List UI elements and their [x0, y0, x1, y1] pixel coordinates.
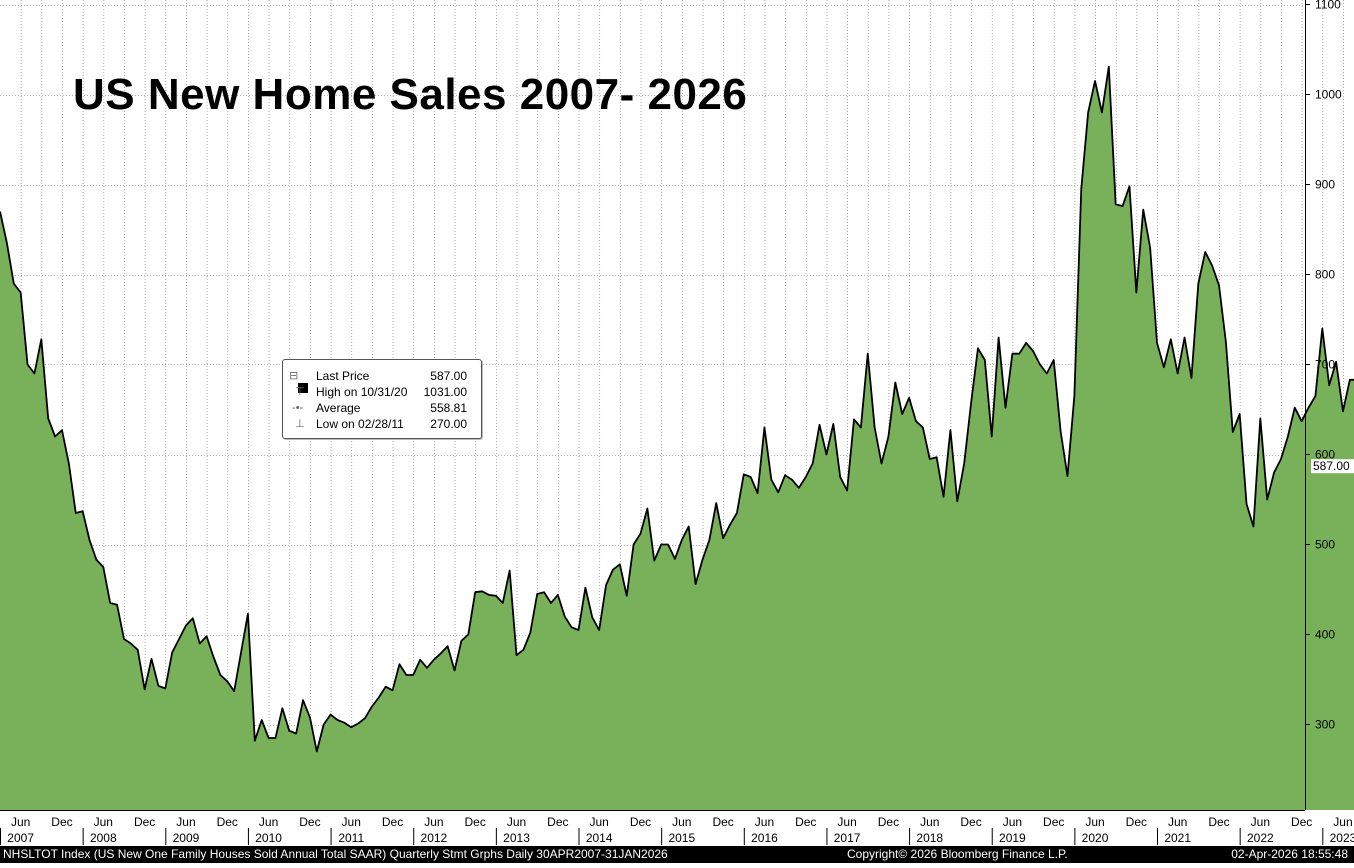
y-tick-label: 900	[1315, 178, 1335, 192]
x-tick-label: Dec	[1126, 815, 1147, 829]
y-tick-label: 300	[1315, 718, 1335, 732]
x-tick-label: Jun	[11, 815, 30, 829]
x-year-label: 2016	[751, 831, 778, 845]
x-tick-label: Dec	[795, 815, 816, 829]
x-tick-label: Dec	[1043, 815, 1064, 829]
x-tick-label: Jun	[424, 815, 443, 829]
footer-timestamp: 02-Apr-2026 18:55:48	[1231, 847, 1348, 861]
last-value-label: 587.00	[1313, 459, 1350, 473]
legend-label: Average	[316, 401, 361, 415]
x-tick-label: Dec	[382, 815, 403, 829]
label-layer: 300 400 500 600 700 800 900 1000 1100 587.00 Jun De…	[7, 0, 1354, 845]
x-tick-label: Dec	[51, 815, 72, 829]
x-tick-label: Dec	[630, 815, 651, 829]
legend-item-average: -•- Average 558.81	[283, 400, 481, 416]
x-tick-label: Dec	[878, 815, 899, 829]
chart-title: US New Home Sales 2007- 2026	[73, 70, 748, 119]
x-tick-label: Dec	[134, 815, 155, 829]
x-year-label: 2019	[999, 831, 1026, 845]
x-year-label: 2007	[7, 831, 34, 845]
x-tick-label: Jun	[1168, 815, 1187, 829]
x-year-label: 2011	[338, 831, 364, 845]
low-marker-icon: ⊥	[289, 418, 305, 430]
legend-value: 270.00	[430, 417, 467, 431]
footer-copyright: Copyright© 2026 Bloomberg Finance L.P.	[847, 847, 1068, 861]
x-tick-label: Dec	[960, 815, 981, 829]
x-year-label: 2009	[173, 831, 200, 845]
x-year-label: 2012	[421, 831, 448, 845]
x-year-label: 2017	[834, 831, 861, 845]
x-tick-label: Dec	[547, 815, 568, 829]
x-tick-label: Jun	[94, 815, 113, 829]
x-tick-label: Jun	[1003, 815, 1022, 829]
x-tick-label: Dec	[712, 815, 733, 829]
x-tick-label: Jun	[672, 815, 691, 829]
x-year-label: 2021	[1164, 831, 1191, 845]
x-tick-label: Jun	[176, 815, 195, 829]
x-tick-label: Jun	[342, 815, 361, 829]
x-tick-label: Jun	[755, 815, 774, 829]
area-layer	[0, 65, 1354, 810]
x-year-label: 2008	[90, 831, 117, 845]
x-tick-label: Dec	[217, 815, 238, 829]
y-tick-label: 700	[1315, 358, 1335, 372]
footer-ticker-description: NHSLTOT Index (US New One Family Houses …	[3, 847, 668, 861]
y-tick-label: 800	[1315, 268, 1335, 282]
y-tick-label: 1000	[1315, 88, 1342, 102]
x-tick-label: Dec	[1208, 815, 1229, 829]
x-year-label: 2015	[668, 831, 695, 845]
x-tick-label: Jun	[1085, 815, 1104, 829]
legend-value: 1031.00	[423, 385, 467, 399]
x-tick-label: Jun	[589, 815, 608, 829]
x-year-label: 2013	[503, 831, 530, 845]
square-icon: ⊟	[289, 370, 309, 393]
legend-box[interactable]: ⊟ Last Price 587.00 ⊤ High on 10/31/20 1…	[282, 359, 482, 439]
legend-value: 587.00	[430, 369, 467, 383]
x-tick-label: Jun	[1251, 815, 1270, 829]
legend-label: Low on 02/28/11	[316, 417, 404, 431]
high-marker-icon: ⊤	[289, 386, 305, 398]
series-area	[0, 66, 1354, 810]
x-year-label: 2022	[1247, 831, 1274, 845]
axis-layer	[0, 0, 1324, 845]
x-year-label: 2014	[586, 831, 613, 845]
x-tick-label: Jun	[920, 815, 939, 829]
x-tick-label: Dec	[299, 815, 320, 829]
x-tick-label: Dec	[1291, 815, 1312, 829]
x-tick-label: Jun	[259, 815, 278, 829]
footer-bar: NHSLTOT Index (US New One Family Houses …	[0, 846, 1354, 863]
x-tick-label: Jun	[837, 815, 856, 829]
last-value-label-bg	[1311, 459, 1354, 474]
legend-label: High on 10/31/20	[316, 385, 408, 399]
legend-item-high: ⊤ High on 10/31/20 1031.00	[283, 384, 481, 400]
y-tick-label: 1100	[1315, 0, 1341, 12]
y-tick-label: 600	[1315, 448, 1335, 462]
y-tick-label: 500	[1315, 538, 1335, 552]
average-marker-icon: -•-	[289, 402, 304, 414]
y-tick-label: 400	[1315, 628, 1335, 642]
x-year-label: 2023	[1330, 831, 1354, 845]
x-year-label: 2010	[255, 831, 282, 845]
x-year-label: 2018	[916, 831, 943, 845]
legend-item-low: ⊥ Low on 02/28/11 270.00	[283, 416, 481, 432]
x-tick-label: Jun	[1333, 815, 1352, 829]
x-tick-label: Jun	[507, 815, 526, 829]
x-tick-label: Dec	[465, 815, 486, 829]
series-line	[0, 65, 1354, 753]
legend-label: Last Price	[316, 369, 370, 383]
x-year-label: 2020	[1082, 831, 1109, 845]
legend-item-last-price: ⊟ Last Price 587.00	[283, 368, 481, 393]
legend-value: 558.81	[430, 401, 467, 415]
